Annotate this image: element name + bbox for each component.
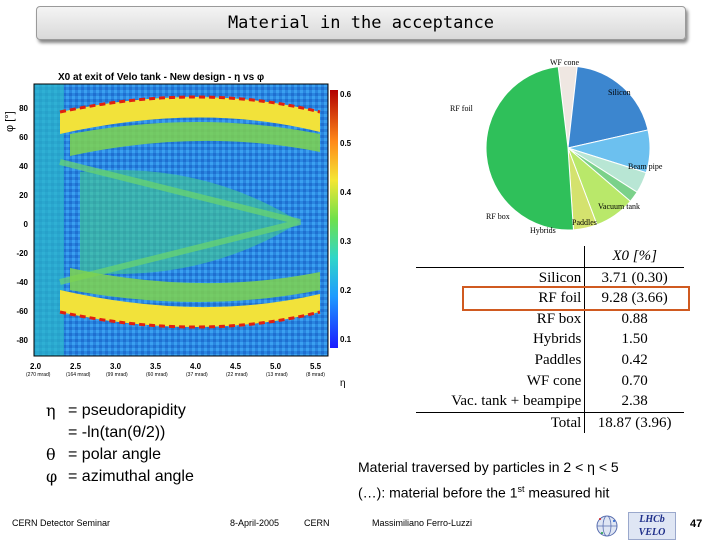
x-tick: 3.5	[150, 362, 162, 371]
table-cell: RF box	[416, 308, 586, 330]
table-row: WF cone 0.70	[416, 370, 684, 392]
caption-superscript: st	[517, 484, 525, 494]
x-subtick: (164 mrad)	[66, 372, 91, 378]
x-subtick: (37 mrad)	[186, 372, 208, 378]
pie-label: Beam pipe	[628, 162, 663, 171]
x-subtick: (8 mrad)	[306, 372, 325, 378]
y-tick: 80	[19, 104, 28, 113]
color-scale-bar	[330, 90, 338, 348]
y-tick: 60	[19, 133, 28, 142]
table-cell: Paddles	[416, 349, 586, 371]
caption-text: measured hit	[524, 484, 610, 501]
table-header-cell: X0 [%]	[584, 246, 684, 268]
slide-title: Material in the acceptance	[36, 6, 686, 40]
x-subtick: (270 mrad)	[26, 372, 51, 378]
footer-author: Massimiliano Ferro-Luzzi	[372, 518, 473, 528]
table-row: Silicon 3.71 (0.30)	[416, 267, 684, 289]
table-cell: Hybrids	[416, 329, 586, 350]
x-tick: 4.0	[190, 362, 202, 371]
pie-label: Paddles	[572, 218, 597, 227]
x-subtick: (13 mrad)	[266, 372, 288, 378]
z-tick: 0.2	[340, 286, 352, 295]
plot-title: X0 at exit of Velo tank - New design - η…	[58, 72, 265, 83]
x-tick: 3.0	[110, 362, 122, 371]
table-cell: 0.42	[621, 351, 648, 368]
table-cell: 3.71 (0.30)	[601, 269, 668, 286]
caption-line-2: (…): material before the 1st measured hi…	[358, 478, 619, 504]
table-cell: 9.28 (3.66)	[601, 290, 668, 307]
definition-symbol: φ	[46, 467, 58, 486]
table-row: RF foil 9.28 (3.66)	[416, 288, 684, 309]
plot-xlabel: η	[340, 378, 346, 389]
y-tick: 0	[23, 220, 28, 229]
pie-slice-silicon	[567, 65, 649, 149]
caption-line-1: Material traversed by particles in 2 < η…	[358, 459, 619, 475]
definition-symbol: θ	[46, 445, 56, 464]
heatmap-svg	[33, 83, 338, 357]
z-tick: 0.6	[340, 90, 352, 99]
x0-table: X0 [%] Silicon 3.71 (0.30) RF foil 9.28 (3…	[416, 246, 684, 434]
table-row-total: Total 18.87 (3.96)	[416, 412, 684, 434]
pie-label: WF cone	[550, 58, 580, 67]
table-cell: WF cone	[416, 370, 586, 392]
x-subtick: (99 mrad)	[106, 372, 128, 378]
x-tick: 5.5	[310, 362, 322, 371]
lhcb-velo-logo: LHCb VELO	[628, 512, 676, 540]
pie-chart	[485, 65, 651, 231]
definition-symbol: η	[46, 401, 56, 420]
caption-text: (…): material before the 1	[358, 484, 518, 501]
z-tick: 0.1	[340, 335, 352, 344]
rf-foil-highlight-box	[462, 286, 690, 311]
x0-heatmap-panel: X0 at exit of Velo tank - New design - η…	[0, 72, 372, 390]
pie-label: Vacuum tank	[598, 202, 640, 211]
table-cell: 18.87 (3.96)	[597, 414, 672, 431]
y-tick: -40	[16, 278, 28, 287]
pie-chart-panel: WF cone Silicon Beam pipe Vacuum tank Pa…	[448, 52, 688, 242]
y-tick: 20	[19, 191, 28, 200]
z-tick: 0.3	[340, 237, 352, 246]
table-cell: Silicon	[416, 267, 586, 289]
table-cell: 2.38	[584, 391, 684, 413]
definition-text: = polar angle	[68, 446, 161, 463]
pie-slice-rf-foil	[485, 66, 574, 231]
x-subtick: (22 mrad)	[226, 372, 248, 378]
y-tick: 40	[19, 162, 28, 171]
table-row: Hybrids 1.50	[416, 329, 684, 350]
table-row: Vac. tank + beampipe 2.38	[416, 391, 684, 413]
definition-text: = -ln(tan(θ/2))	[68, 424, 166, 441]
x-tick: 2.5	[70, 362, 82, 371]
x-tick: 5.0	[270, 362, 282, 371]
table-header-row: X0 [%]	[416, 246, 684, 268]
x-tick: 2.0	[30, 362, 42, 371]
x-tick: 4.5	[230, 362, 242, 371]
footer-place: CERN	[304, 518, 330, 528]
x-subtick: (60 mrad)	[146, 372, 168, 378]
z-tick: 0.4	[340, 188, 352, 197]
table-row: RF box 0.88	[416, 308, 684, 330]
y-tick: -80	[16, 336, 28, 345]
globe-logo-icon	[596, 515, 618, 537]
table-cell: 1.50	[621, 331, 648, 348]
page-number: 47	[690, 518, 703, 530]
table-cell: 0.88	[621, 310, 648, 327]
table-cell: Total	[416, 412, 586, 434]
table-header-cell	[416, 246, 586, 268]
z-tick: 0.5	[340, 139, 352, 148]
footer-event: CERN Detector Seminar	[12, 518, 111, 528]
pie-label: RF foil	[450, 104, 473, 113]
table-row: Paddles 0.42	[416, 349, 684, 371]
definition-text: = pseudorapidity	[68, 402, 186, 419]
table-cell: RF foil	[416, 288, 586, 309]
caption: Material traversed by particles in 2 < η…	[358, 456, 619, 504]
y-tick: -60	[16, 307, 28, 316]
y-tick: -20	[16, 249, 28, 258]
pie-label: RF box	[486, 212, 510, 221]
table-cell: 0.70	[621, 372, 648, 389]
footer-date: 8-April-2005	[230, 518, 280, 528]
pie-label: Hybrids	[530, 226, 556, 235]
table-cell: Vac. tank + beampipe	[416, 391, 586, 413]
definition-text: = azimuthal angle	[68, 468, 194, 485]
pie-label: Silicon	[608, 88, 631, 97]
